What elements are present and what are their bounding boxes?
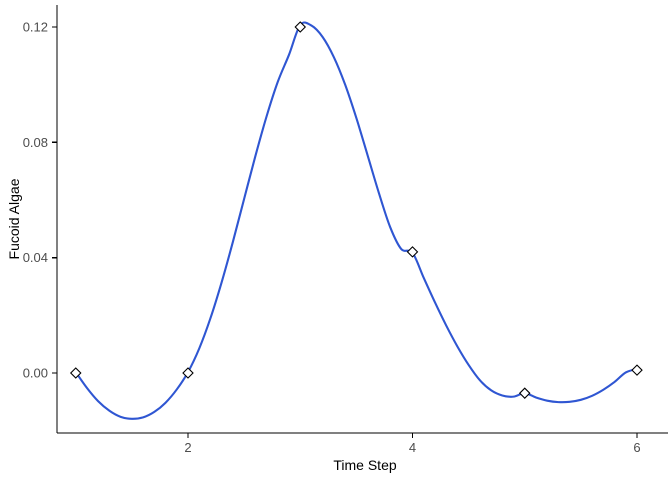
data-point-marker: [518, 387, 531, 399]
tick-marks-group: [52, 26, 638, 438]
data-point-marker: [294, 21, 307, 33]
x-tick-label: 4: [409, 440, 416, 455]
y-tick-label: 0.04: [23, 250, 48, 265]
x-tick-labels: 2 4 6: [184, 440, 640, 455]
y-tick-label: 0.12: [23, 20, 48, 35]
x-tick-label: 6: [633, 440, 640, 455]
data-point-marker: [406, 246, 419, 258]
x-tick-label: 2: [184, 440, 191, 455]
data-point-marker: [69, 367, 82, 379]
data-curve-group: [74, 21, 639, 420]
y-tick-label: 0.00: [23, 366, 48, 381]
axes-group: [56, 5, 668, 434]
y-axis-title: Fucoid Algae: [6, 178, 22, 259]
data-point-markers: [69, 21, 643, 399]
data-point-marker: [182, 367, 194, 379]
y-tick-labels: 0.00 0.04 0.08 0.12: [23, 20, 48, 381]
fucoid-algae-curve: [74, 21, 639, 420]
x-axis-title: Time Step: [333, 457, 396, 473]
data-point-marker: [631, 364, 643, 376]
y-tick-label: 0.08: [23, 135, 48, 150]
